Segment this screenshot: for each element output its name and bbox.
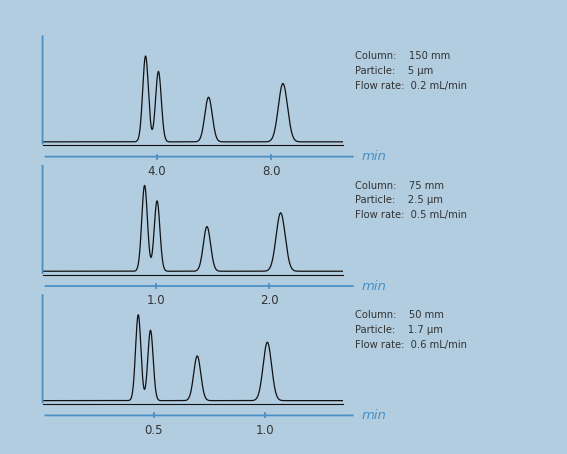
Text: 1.0: 1.0 [147,294,165,307]
Text: Column:    50 mm
Particle:    1.7 μm
Flow rate:  0.6 mL/min: Column: 50 mm Particle: 1.7 μm Flow rate… [355,310,467,350]
Text: min: min [361,409,386,422]
Text: min: min [361,150,386,163]
Text: 1.0: 1.0 [256,424,274,437]
Text: 0.5: 0.5 [145,424,163,437]
Text: Column:    150 mm
Particle:    5 μm
Flow rate:  0.2 mL/min: Column: 150 mm Particle: 5 μm Flow rate:… [355,51,467,91]
Text: 8.0: 8.0 [262,165,281,178]
Text: 2.0: 2.0 [260,294,278,307]
Text: Column:    75 mm
Particle:    2.5 μm
Flow rate:  0.5 mL/min: Column: 75 mm Particle: 2.5 μm Flow rate… [355,181,467,220]
Text: 4.0: 4.0 [147,165,166,178]
Text: min: min [361,280,386,292]
